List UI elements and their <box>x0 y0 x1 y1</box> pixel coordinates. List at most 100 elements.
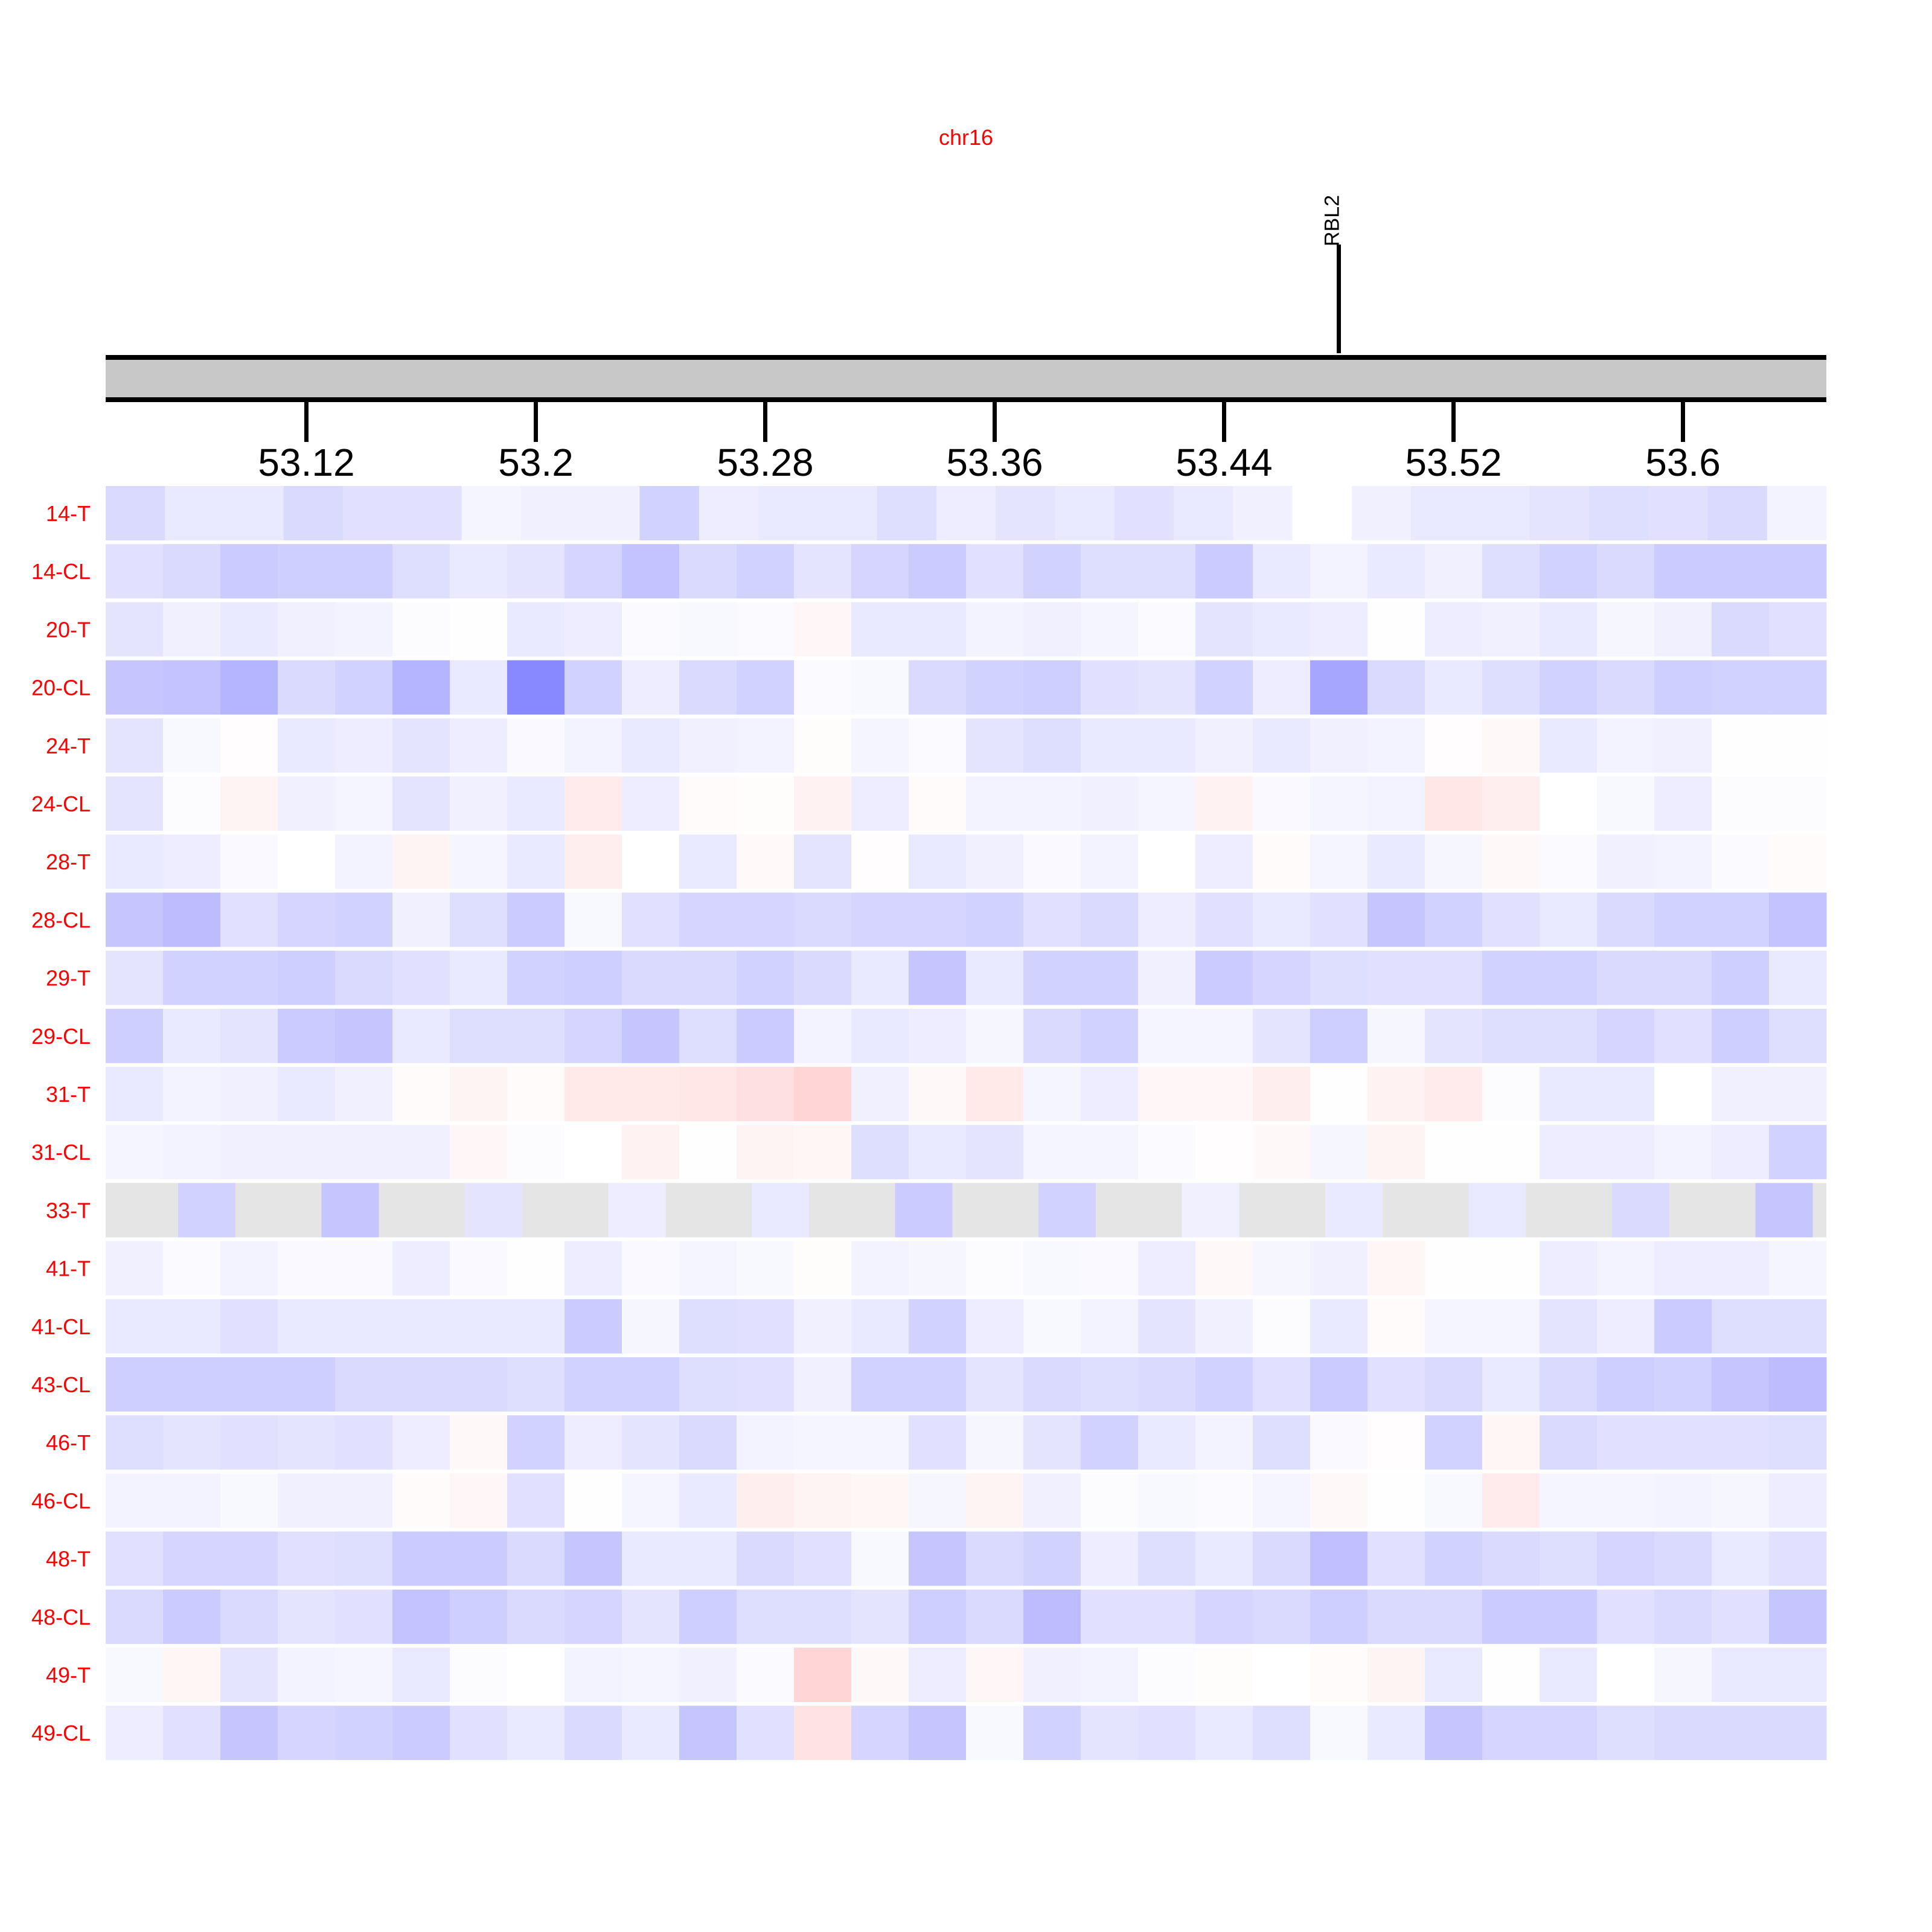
heatmap-cell <box>1425 834 1483 889</box>
heatmap-cell <box>622 950 680 1005</box>
heatmap-cell <box>1597 1531 1655 1586</box>
heatmap-cell <box>163 1241 221 1296</box>
heatmap-cell <box>1081 1241 1139 1296</box>
heatmap-cell <box>1769 1531 1827 1586</box>
heatmap-cell <box>1425 950 1483 1005</box>
heatmap-cell <box>163 1473 221 1528</box>
heatmap-cell <box>1597 950 1655 1005</box>
heatmap-cell <box>679 950 737 1005</box>
heatmap-cell <box>450 1531 508 1586</box>
x-axis: 53.12 53.2 53.28 53.36 53.44 53.52 53.6 <box>258 402 1721 484</box>
heatmap-cell <box>1597 602 1655 657</box>
heatmap-cell <box>1769 892 1827 947</box>
heatmap-cell <box>1367 1357 1425 1412</box>
heatmap-cell <box>335 834 393 889</box>
heatmap-cell <box>106 602 164 657</box>
heatmap-cell <box>220 950 278 1005</box>
heatmap-cell <box>1712 892 1770 947</box>
row-label: 48-CL <box>31 1605 91 1630</box>
heatmap-cell <box>163 544 221 599</box>
heatmap-cell <box>220 1008 278 1063</box>
heatmap-cell <box>1540 1648 1598 1702</box>
heatmap-cell <box>392 1648 450 1702</box>
heatmap-cell <box>1597 834 1655 889</box>
heatmap-cell <box>1367 1067 1425 1121</box>
heatmap-cell <box>1712 718 1770 773</box>
heatmap-cell <box>1253 834 1311 889</box>
heatmap-cell <box>1482 1067 1540 1121</box>
heatmap-cell <box>1367 1415 1425 1470</box>
heatmap-cell <box>679 1415 737 1470</box>
heatmap-cell <box>794 1648 852 1702</box>
heatmap-cell <box>1138 660 1196 715</box>
heatmap-cell <box>909 1357 967 1412</box>
heatmap-cell <box>966 544 1024 599</box>
heatmap-cell <box>220 892 278 947</box>
heatmap-cell <box>622 1067 680 1121</box>
heatmap-cell <box>220 1357 278 1412</box>
heatmap-cell <box>278 1473 336 1528</box>
heatmap-cell <box>106 1299 164 1354</box>
heatmap-cell <box>106 950 164 1005</box>
heatmap-cell <box>507 1648 565 1702</box>
heatmap-cell <box>1310 1008 1368 1063</box>
heatmap-cell <box>1195 1125 1253 1180</box>
heatmap-cell <box>737 544 795 599</box>
heatmap-cell <box>507 660 565 715</box>
heatmap-cell <box>1588 486 1649 540</box>
heatmap-cell <box>622 1531 680 1586</box>
heatmap-cell <box>1597 544 1655 599</box>
heatmap-cell <box>278 1648 336 1702</box>
row-label: 24-T <box>46 734 91 758</box>
heatmap-cell <box>1195 544 1253 599</box>
heatmap-cell <box>1253 892 1311 947</box>
heatmap-cell <box>580 486 640 540</box>
heatmap-cell <box>794 602 852 657</box>
heatmap-cell <box>1540 892 1598 947</box>
heatmap-cell <box>1597 660 1655 715</box>
heatmap-cell <box>450 1357 508 1412</box>
heatmap-cell <box>1712 1357 1770 1412</box>
heatmap-cell <box>163 1531 221 1586</box>
heatmap-cell <box>639 486 700 540</box>
heatmap-cell <box>335 1473 393 1528</box>
heatmap-cell <box>1712 544 1770 599</box>
heatmap-cell <box>1138 1008 1196 1063</box>
heatmap-cell <box>1253 1415 1311 1470</box>
heatmap-cell <box>278 1706 336 1761</box>
heatmap-cell <box>450 1706 508 1761</box>
heatmap-cell <box>1597 1299 1655 1354</box>
heatmap-cell <box>1023 1067 1081 1121</box>
heatmap-cell <box>1540 1125 1598 1180</box>
heatmap-cell <box>507 1531 565 1586</box>
heatmap-cell <box>1367 1589 1425 1644</box>
heatmap-cell <box>450 660 508 715</box>
heatmap-cell <box>1482 544 1540 599</box>
heatmap-cell <box>1482 1241 1540 1296</box>
heatmap-cell <box>1253 1008 1311 1063</box>
heatmap-cell <box>507 1473 565 1528</box>
heatmap-cell <box>966 1008 1024 1063</box>
heatmap-cell <box>1540 1067 1598 1121</box>
heatmap-cell <box>966 1473 1024 1528</box>
heatmap-cell <box>794 718 852 773</box>
heatmap-cell <box>1138 1589 1196 1644</box>
heatmap-cell <box>1367 1008 1425 1063</box>
heatmap-cell <box>392 950 450 1005</box>
heatmap-cell <box>794 544 852 599</box>
heatmap-cell <box>909 1473 967 1528</box>
heatmap-cell <box>1769 1589 1827 1644</box>
heatmap-cell <box>909 1008 967 1063</box>
heatmap-cell <box>278 1299 336 1354</box>
heatmap-cell <box>335 776 393 831</box>
heatmap-cell <box>1712 1473 1770 1528</box>
heatmap-cell <box>851 1067 909 1121</box>
heatmap-cell <box>1654 1357 1712 1412</box>
heatmap-cell <box>1482 602 1540 657</box>
x-tick-label: 53.28 <box>717 441 813 484</box>
heatmap-cell <box>1425 1589 1483 1644</box>
heatmap-cell <box>106 544 164 599</box>
heatmap-cell <box>565 1531 622 1586</box>
heatmap-cell <box>622 718 680 773</box>
heatmap-cell <box>1081 660 1139 715</box>
